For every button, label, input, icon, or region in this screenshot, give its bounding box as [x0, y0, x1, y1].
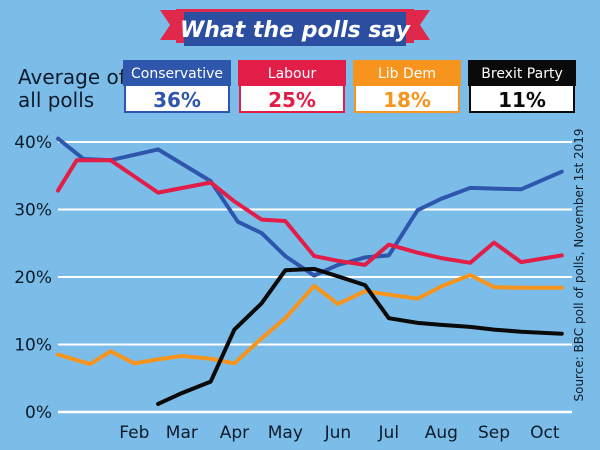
title-banner: What the polls say [160, 9, 430, 46]
x-tick-label: Sep [478, 423, 510, 443]
party-name-lib-dem: Lib Dem [378, 66, 436, 82]
party-box-brexit-party-body [469, 84, 575, 113]
party-box-conservative-body [124, 84, 230, 113]
y-tick-label: 0% [25, 403, 52, 423]
party-name-labour: Labour [268, 66, 317, 82]
party-box-labour-body [239, 84, 345, 113]
party-box-lib-dem: Lib Dem 18% [353, 60, 461, 113]
series-line-brexit-party [156, 266, 564, 406]
series-line-lib-dem [56, 273, 564, 367]
x-tick-label: Feb [119, 423, 149, 443]
y-tick-label: 30% [14, 201, 52, 221]
party-boxes: Conservative 36% Labour 25% Lib Dem 18% … [123, 60, 576, 113]
x-tick-label: Mar [166, 423, 198, 443]
party-box-brexit-party: Brexit Party 11% [468, 60, 576, 113]
x-axis-ticks: Feb Mar Apr May Jun Jul Aug Sep Oct [119, 423, 560, 443]
party-name-conservative: Conservative [131, 66, 223, 82]
series-line-conservative [56, 136, 564, 278]
x-tick-label: Oct [530, 423, 560, 443]
party-box-lib-dem-head [353, 60, 461, 86]
x-tick-label: Apr [220, 423, 249, 443]
party-box-labour-head [238, 60, 346, 86]
banner-face [184, 12, 406, 46]
party-box-brexit-party-head [468, 60, 576, 86]
source-note: Source: BBC poll of polls, November 1st … [572, 128, 586, 401]
party-value-lib-dem: 18% [383, 88, 431, 112]
party-name-brexit-party: Brexit Party [481, 66, 562, 82]
x-tick-label: May [268, 423, 303, 443]
series-line-labour [56, 158, 564, 267]
x-tick-label: Jul [378, 423, 400, 443]
x-tick-label: Jun [324, 423, 352, 443]
party-box-labour: Labour 25% [238, 60, 346, 113]
party-value-labour: 25% [268, 88, 316, 112]
party-box-conservative: Conservative 36% [123, 60, 231, 113]
header-label-line1: Average of [18, 65, 127, 89]
series-lines [56, 136, 564, 406]
y-axis-ticks: 0% 10% 20% 30% 40% [14, 133, 52, 423]
chart-title: What the polls say [180, 18, 412, 43]
party-value-conservative: 36% [153, 88, 201, 112]
header-label-line2: all polls [18, 88, 94, 112]
party-box-lib-dem-body [354, 84, 460, 113]
y-tick-label: 20% [14, 268, 52, 288]
y-tick-label: 10% [14, 336, 52, 356]
x-tick-label: Aug [425, 423, 458, 443]
y-tick-label: 40% [14, 133, 52, 153]
party-value-brexit-party: 11% [498, 88, 546, 112]
